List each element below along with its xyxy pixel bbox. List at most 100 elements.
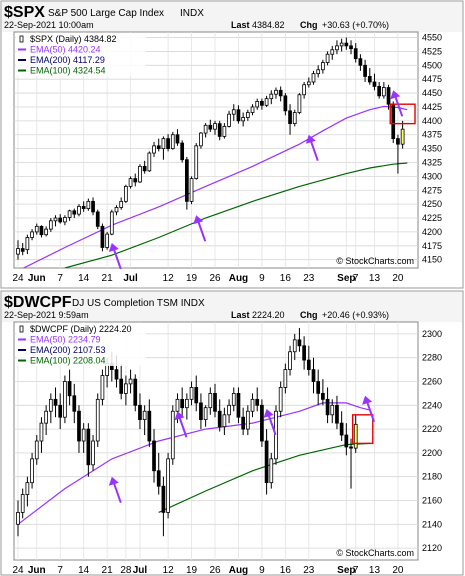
candle-body <box>330 49 335 55</box>
candle-body <box>185 398 189 409</box>
candle-body <box>335 45 339 51</box>
x-tick-label: 24 <box>12 565 24 576</box>
x-tick-label: 7 <box>353 273 359 284</box>
x-tick-label: Aug <box>229 565 248 576</box>
legend-entry: $DWCPF (Daily) 2224.20 <box>30 324 132 334</box>
candle-body <box>325 53 330 63</box>
candle-body <box>264 440 269 484</box>
x-tick-label: 21 <box>102 565 114 576</box>
y-tick-label: 2260 <box>422 377 442 387</box>
candle-body <box>321 62 325 71</box>
candle-body <box>283 95 288 112</box>
chg-label: Chg <box>300 20 318 30</box>
candle-body <box>34 440 39 460</box>
candle-body <box>44 410 48 424</box>
candle-body <box>39 225 44 236</box>
candle-body <box>147 410 152 442</box>
candle-body <box>77 410 81 442</box>
x-tick-label: Jun <box>28 273 46 284</box>
x-tick-label: 28 <box>120 565 132 576</box>
candle-body <box>288 351 292 371</box>
candle-body <box>133 178 138 183</box>
candle-body <box>161 485 166 513</box>
candle-body <box>222 414 227 428</box>
candle-body <box>260 404 264 442</box>
candle-body <box>133 378 138 406</box>
candle-body <box>180 398 185 409</box>
symbol-title: $DWCPF <box>4 294 72 311</box>
x-tick-label: Aug <box>229 273 248 284</box>
candle-body <box>128 178 133 187</box>
candle-body <box>138 404 142 420</box>
y-tick-label: 4450 <box>422 88 442 98</box>
last-label: Last <box>231 310 250 320</box>
annotation-arrow-head <box>390 90 401 100</box>
candle-body <box>170 410 175 460</box>
x-tick-label: 13 <box>369 273 381 284</box>
candle-body <box>283 369 288 388</box>
x-tick-label: 14 <box>78 565 90 576</box>
chart-title: DJ US Completion TSM INDX <box>72 298 205 309</box>
annotation-arrow-shaft <box>197 220 207 242</box>
x-tick-label: 26 <box>209 273 221 284</box>
annotation-arrow-head <box>362 395 373 405</box>
candle-body <box>86 428 91 466</box>
candle-body <box>250 398 255 412</box>
candle-body <box>20 494 25 513</box>
candle-body <box>208 124 213 130</box>
x-tick-label: 9 <box>259 565 265 576</box>
candle-body <box>325 398 330 416</box>
x-tick-label: 20 <box>392 273 404 284</box>
spx-chart-panel: $SPX S&P 500 Large Cap Index INDX 22-Sep-20… <box>0 0 464 289</box>
y-tick-label: 4225 <box>422 213 442 223</box>
candle-body <box>306 81 311 86</box>
x-tick-label: 21 <box>102 273 114 284</box>
candle-body <box>72 210 77 215</box>
candle-body <box>199 132 203 147</box>
highlight-box <box>352 414 374 445</box>
candle-body <box>302 84 306 96</box>
candle-body <box>30 458 34 484</box>
candle-body <box>53 398 58 406</box>
candle-body <box>105 233 109 248</box>
candle-body <box>124 185 128 202</box>
y-tick-label: 2300 <box>422 329 442 339</box>
y-tick-label: 4525 <box>422 46 442 56</box>
candle-body <box>58 404 63 418</box>
candle-body <box>213 392 217 412</box>
x-tick-label: 12 <box>163 273 175 284</box>
candle-body <box>217 123 222 137</box>
candle-body <box>175 398 180 412</box>
candle-body <box>255 101 260 108</box>
candle-body <box>152 145 156 154</box>
stockcharts-watermark: © StockCharts.com <box>336 548 414 558</box>
candle-body <box>81 428 86 442</box>
legend-entry: EMA(50) 2234.79 <box>30 335 101 345</box>
candle-body <box>100 225 105 248</box>
candle-body <box>95 211 100 227</box>
candle-body <box>142 165 147 172</box>
candle-body <box>147 152 152 172</box>
chg-value: +20.46 (+0.93%) <box>322 310 389 320</box>
x-tick-label: 19 <box>186 565 198 576</box>
candle-body <box>30 231 34 238</box>
x-tick-label: Jul <box>123 273 138 284</box>
annotation-arrow-head <box>263 408 274 418</box>
x-tick-label: 19 <box>186 273 198 284</box>
x-tick-label: Sep <box>337 565 355 576</box>
candle-body <box>311 369 316 382</box>
candle-body <box>400 128 405 145</box>
y-tick-label: 2180 <box>422 472 442 482</box>
chg-value: +30.63 (+0.70%) <box>322 20 389 30</box>
last-value: 2224.20 <box>252 310 285 320</box>
annotation-arrow-shaft <box>112 248 122 270</box>
x-tick-label: 24 <box>12 273 24 284</box>
legend-candle-marker <box>19 35 24 43</box>
candle-body <box>353 48 358 60</box>
candle-body <box>377 86 382 97</box>
candle-body <box>241 416 245 430</box>
candle-body <box>63 217 67 223</box>
y-tick-label: 4275 <box>422 185 442 195</box>
y-tick-label: 4200 <box>422 227 442 237</box>
